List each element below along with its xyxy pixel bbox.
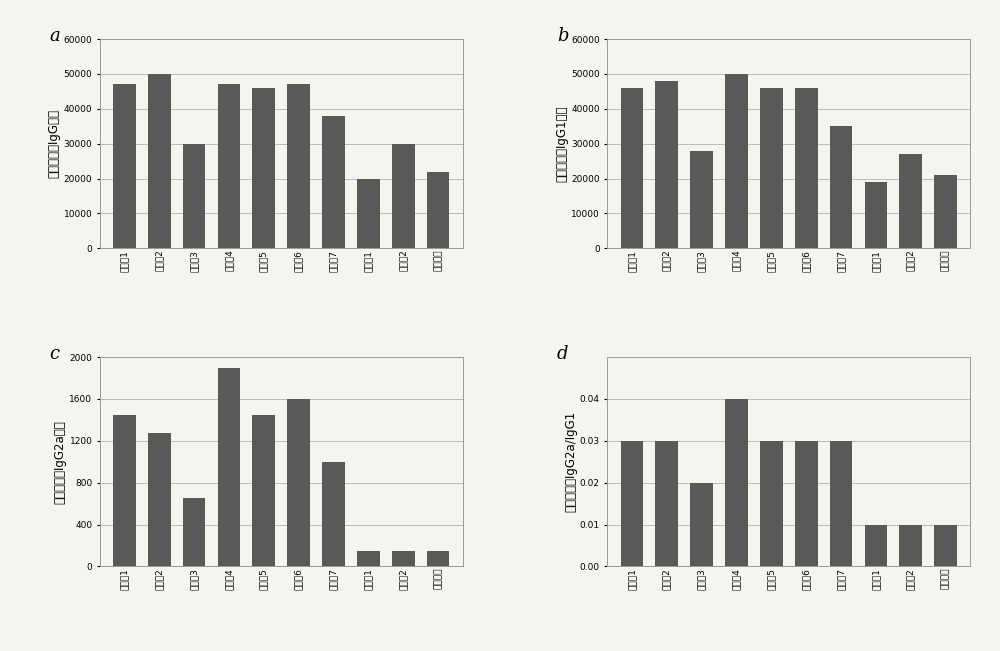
Y-axis label: 多糖特异性IgG滴度: 多糖特异性IgG滴度 (48, 109, 61, 178)
Text: a: a (49, 27, 60, 44)
Bar (183, 144, 205, 248)
Bar (899, 525, 922, 566)
Text: d: d (557, 344, 568, 363)
Bar (830, 441, 852, 566)
Bar (690, 150, 713, 248)
Bar (357, 178, 380, 248)
Bar (357, 551, 380, 566)
Bar (690, 482, 713, 566)
Bar (252, 88, 275, 248)
Bar (113, 85, 136, 248)
Bar (148, 434, 171, 566)
Bar (655, 441, 678, 566)
Y-axis label: 多糖特异性IgG2a滴度: 多糖特异性IgG2a滴度 (54, 420, 67, 504)
Bar (795, 88, 818, 248)
Bar (183, 499, 205, 566)
Bar (830, 126, 852, 248)
Y-axis label: 多糖特异性IgG2a/IgG1: 多糖特异性IgG2a/IgG1 (564, 411, 577, 512)
Bar (287, 399, 310, 566)
Bar (865, 182, 887, 248)
Bar (392, 551, 415, 566)
Bar (322, 462, 345, 566)
Text: c: c (49, 344, 59, 363)
Bar (760, 88, 783, 248)
Bar (392, 144, 415, 248)
Bar (427, 551, 449, 566)
Bar (427, 172, 449, 248)
Bar (725, 399, 748, 566)
Y-axis label: 多糖特异性IgG1滴度: 多糖特异性IgG1滴度 (555, 105, 568, 182)
Bar (865, 525, 887, 566)
Bar (934, 175, 957, 248)
Bar (252, 415, 275, 566)
Bar (934, 525, 957, 566)
Bar (795, 441, 818, 566)
Bar (218, 85, 240, 248)
Bar (655, 81, 678, 248)
Bar (113, 415, 136, 566)
Text: b: b (557, 27, 568, 44)
Bar (899, 154, 922, 248)
Bar (148, 74, 171, 248)
Bar (218, 368, 240, 566)
Bar (322, 116, 345, 248)
Bar (621, 88, 643, 248)
Bar (287, 85, 310, 248)
Bar (725, 74, 748, 248)
Bar (621, 441, 643, 566)
Bar (760, 441, 783, 566)
